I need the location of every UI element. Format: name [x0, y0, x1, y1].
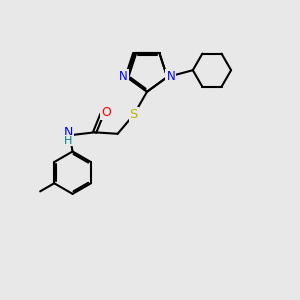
Text: S: S — [130, 108, 138, 121]
Text: H: H — [64, 136, 72, 146]
Text: N: N — [167, 70, 175, 83]
Text: N: N — [119, 70, 128, 83]
Text: N: N — [64, 126, 73, 140]
Text: O: O — [101, 106, 111, 119]
